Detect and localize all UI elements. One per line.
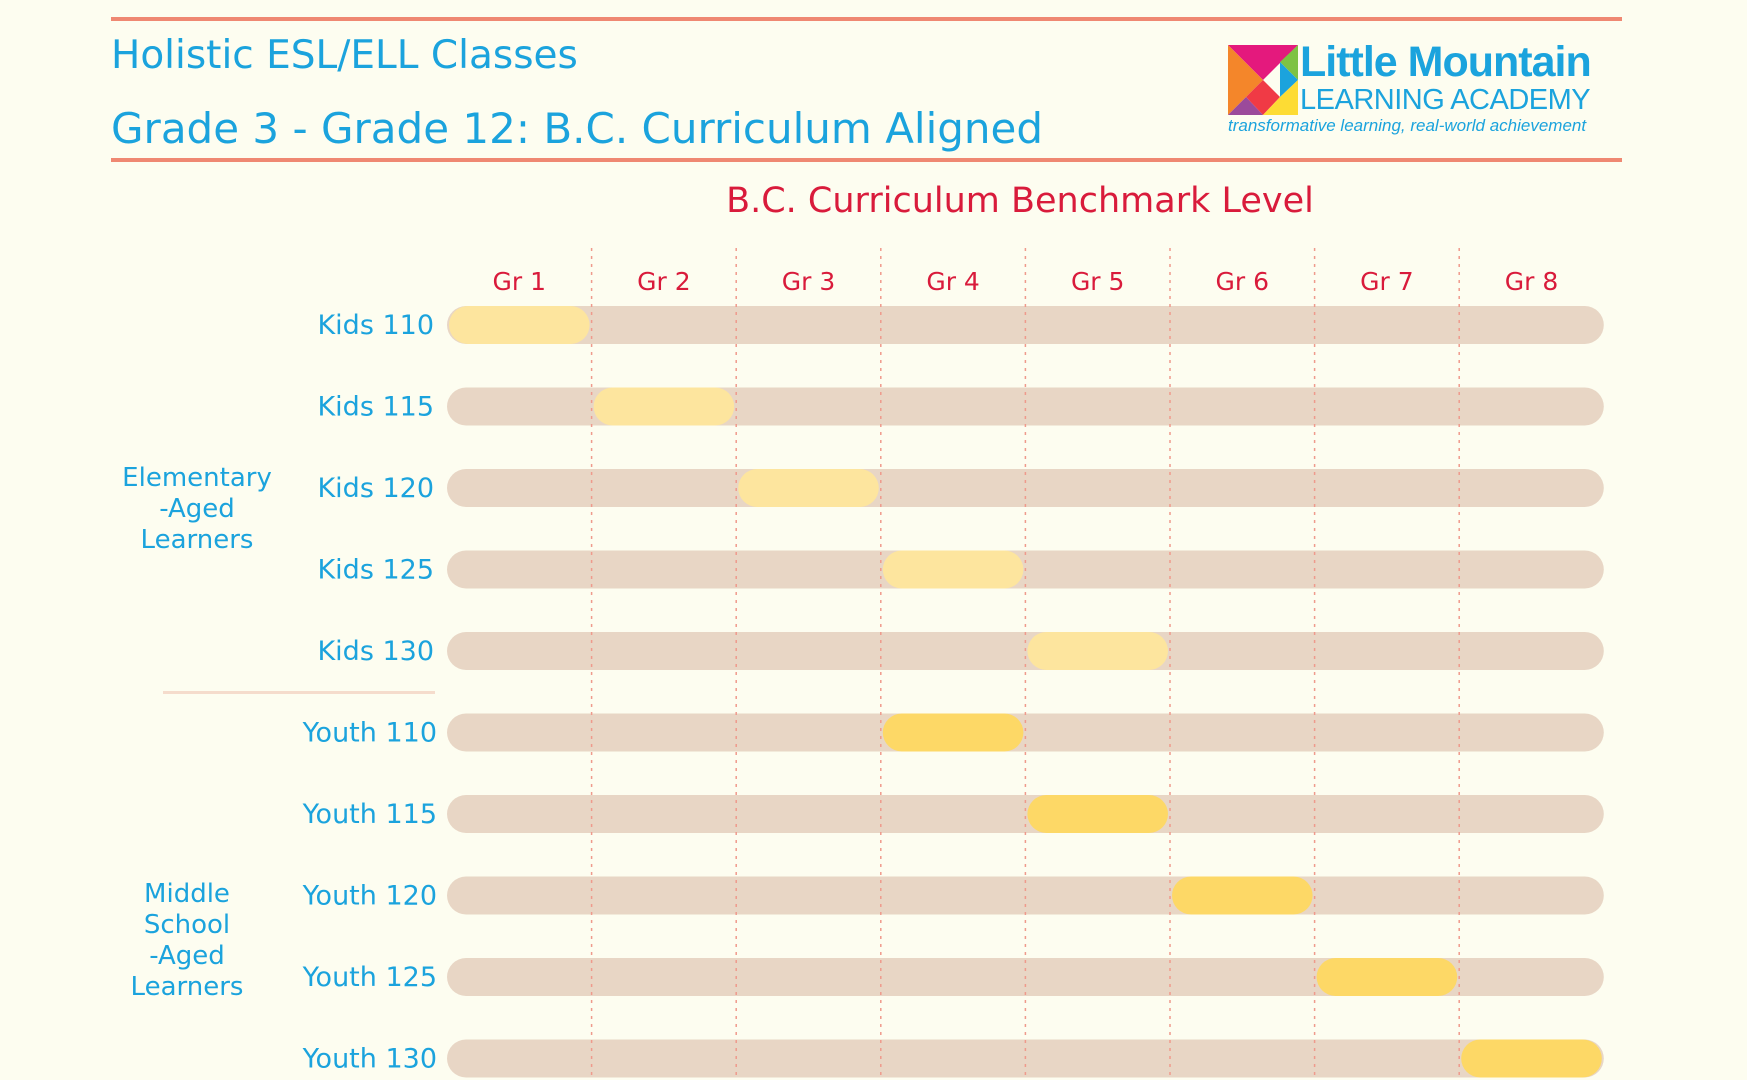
group-divider xyxy=(163,691,435,694)
chart-title: B.C. Curriculum Benchmark Level xyxy=(726,181,1314,221)
row-label: Youth 120 xyxy=(302,881,437,912)
logo-subtitle: LEARNING ACADEMY xyxy=(1300,84,1591,116)
row-label: Youth 115 xyxy=(302,799,437,830)
row-label: Kids 110 xyxy=(317,310,434,341)
group-label-line: School xyxy=(143,910,231,940)
column-label: Gr 1 xyxy=(493,267,547,296)
level-bar xyxy=(1316,958,1458,996)
row-label: Kids 120 xyxy=(317,473,434,504)
level-bar xyxy=(1172,876,1313,915)
group-label-line: -Aged xyxy=(149,941,225,971)
level-bar xyxy=(1461,1039,1602,1078)
row-track xyxy=(447,795,1604,833)
level-bar xyxy=(882,550,1024,589)
column-label: Gr 8 xyxy=(1505,267,1559,296)
row-label: Kids 125 xyxy=(317,555,434,586)
row-label: Youth 110 xyxy=(302,718,437,749)
brand-logo: Little Mountain LEARNING ACADEMY transfo… xyxy=(1225,38,1625,142)
logo-name: Little Mountain xyxy=(1300,38,1592,86)
row-label: Youth 125 xyxy=(302,962,437,993)
column-label: Gr 7 xyxy=(1360,267,1414,296)
row-label: Kids 130 xyxy=(317,636,434,667)
column-label: Gr 2 xyxy=(637,267,691,296)
tangram-logo-icon xyxy=(1228,45,1298,115)
group-label-line: Elementary xyxy=(122,463,272,493)
level-bar xyxy=(593,387,735,426)
level-bar xyxy=(738,469,879,507)
row-track xyxy=(447,306,1604,344)
column-label: Gr 4 xyxy=(926,267,980,296)
header-top-rule xyxy=(111,17,1622,21)
group-label-line: Learners xyxy=(140,525,254,555)
group-label-line: Learners xyxy=(130,972,244,1002)
column-label: Gr 6 xyxy=(1216,267,1270,296)
group-label-middle-school: Middle School -Aged Learners xyxy=(87,879,287,1003)
level-bar xyxy=(1027,632,1168,670)
logo-tagline: transformative learning, real-world achi… xyxy=(1228,116,1587,135)
row-label: Youth 130 xyxy=(302,1044,437,1075)
column-label: Gr 3 xyxy=(782,267,836,296)
header-bottom-rule xyxy=(111,158,1622,162)
level-bar xyxy=(449,306,590,344)
level-bar xyxy=(1027,795,1168,833)
column-label: Gr 5 xyxy=(1071,267,1125,296)
level-bar xyxy=(882,713,1024,752)
row-label: Kids 115 xyxy=(317,392,434,423)
group-label-elementary: Elementary -Aged Learners xyxy=(97,463,297,556)
group-label-line: Middle xyxy=(144,879,230,909)
page-title: Holistic ESL/ELL Classes xyxy=(111,33,578,78)
group-label-line: -Aged xyxy=(159,494,235,524)
page-subtitle: Grade 3 - Grade 12: B.C. Curriculum Alig… xyxy=(111,104,1044,153)
